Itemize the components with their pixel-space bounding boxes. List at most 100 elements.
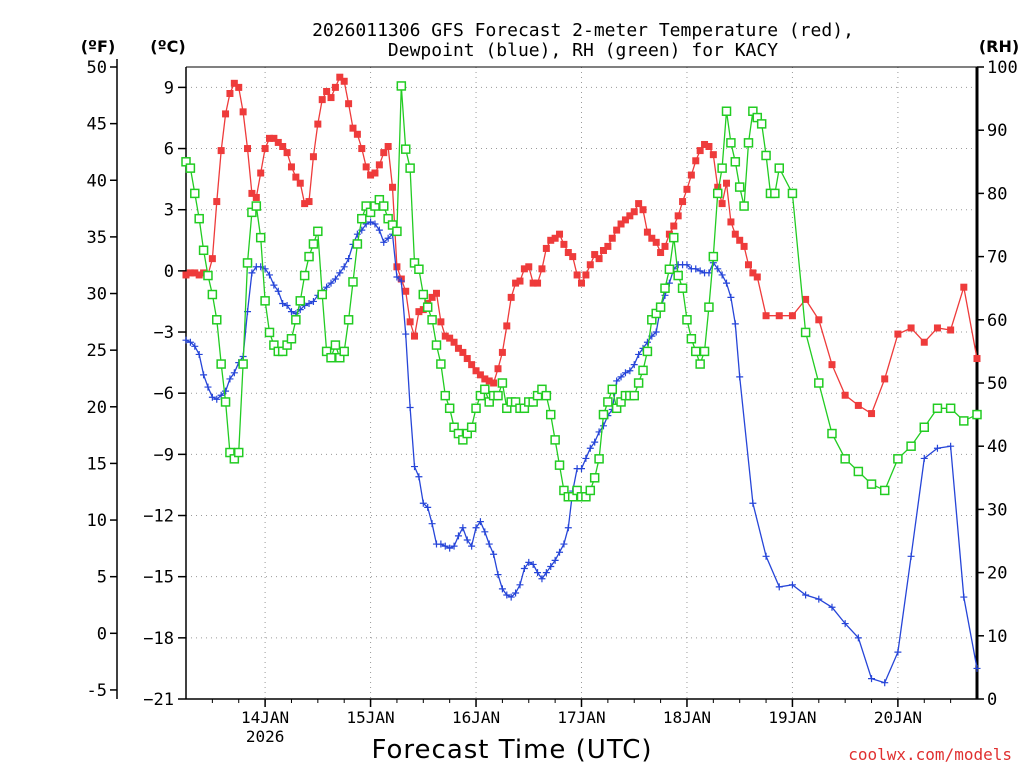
rh-point (699, 346, 710, 357)
rh-point (607, 384, 618, 395)
temperature-point (252, 193, 260, 201)
temperature-point (599, 246, 607, 254)
dewpoint-point (692, 265, 700, 273)
temperature-point (393, 263, 401, 271)
temperature-point (274, 138, 282, 146)
dewpoint-point (683, 261, 691, 269)
dewpoint-point (630, 361, 638, 369)
temperature-point (960, 283, 968, 291)
dewpoint-point (406, 403, 414, 411)
temperature-point (244, 145, 252, 153)
temperature-point (727, 218, 735, 226)
temperature-point (340, 77, 348, 85)
temperature-point (323, 87, 331, 95)
dewpoint-point (428, 520, 436, 528)
temperature-point (604, 242, 612, 250)
temperature-point (815, 316, 823, 324)
temperature-point (375, 161, 383, 169)
rh-point (717, 163, 727, 173)
temperature-point (643, 228, 651, 236)
dewpoint-point (230, 369, 238, 377)
dewpoint-point (529, 560, 537, 568)
temperature-point (314, 120, 322, 128)
rh-point (392, 226, 402, 237)
rh-point (774, 163, 784, 173)
temperature-point (635, 200, 643, 208)
temperature-point (744, 261, 752, 269)
dewpoint-point (309, 297, 317, 305)
rh-point (642, 346, 653, 357)
dewpoint-point (345, 255, 353, 263)
celsius-tick-label: −15 (143, 568, 174, 588)
temperature-point (257, 169, 265, 177)
date-tick-label: 14JAN (241, 708, 289, 727)
dewpoint-point (578, 465, 585, 473)
temperature-point (191, 269, 199, 277)
rh-tick-label: 40 (987, 437, 1007, 457)
date-tick-label: 19JAN (768, 708, 816, 727)
temperature-point (446, 334, 454, 342)
temperature-point (362, 163, 370, 171)
temperature-point (389, 183, 397, 191)
dewpoint-point (556, 548, 564, 556)
dewpoint-point (481, 528, 489, 536)
rh-point (853, 466, 864, 477)
rh-point (660, 283, 670, 293)
temperature-point (301, 200, 309, 208)
rh-point (440, 390, 451, 401)
dewpoint-point (933, 444, 941, 452)
temperature-point (309, 153, 317, 161)
dewpoint-point (560, 540, 568, 548)
temperature-point (230, 79, 238, 87)
rh-point (550, 435, 560, 445)
temperature-point (674, 212, 682, 220)
rh-point (959, 416, 969, 426)
temperature-point (441, 332, 449, 340)
rh-point (185, 163, 196, 173)
temperature-point (270, 134, 278, 142)
dewpoint-point (591, 438, 599, 446)
temperature-point (714, 183, 722, 191)
rh-point (972, 409, 982, 420)
rh-point (554, 460, 565, 470)
dewpoint-point (907, 552, 915, 560)
dewpoint-point (476, 518, 484, 526)
dewpoint-point (749, 499, 757, 507)
rh-point (308, 239, 319, 249)
rh-point (497, 378, 508, 388)
rh-point (682, 315, 692, 325)
temperature-point (380, 149, 388, 157)
fahrenheit-tick-label: 25 (87, 341, 107, 361)
dewpoint-point (248, 269, 256, 277)
rh-point (712, 188, 723, 199)
rh-point (761, 150, 771, 161)
rh-tick-label: 30 (987, 500, 1007, 520)
temperature-point (411, 332, 419, 340)
temperature-point (318, 96, 326, 104)
temperature-point (560, 240, 568, 248)
series (181, 73, 982, 687)
temperature-point (498, 348, 506, 356)
temperature-point (621, 216, 629, 224)
rh-point (945, 403, 956, 414)
dewpoint-point (463, 536, 471, 544)
dewpoint-point (727, 293, 735, 301)
temperature-point (305, 198, 313, 206)
dewpoint-point (450, 542, 458, 550)
temperature-point (749, 269, 757, 277)
rh-point (431, 340, 442, 350)
temperature-point (384, 143, 392, 151)
rh-point (352, 239, 363, 249)
rh-point (787, 188, 798, 199)
dewpoint-point (415, 473, 423, 481)
dewpoint-point (393, 273, 401, 281)
temperature-point (578, 279, 585, 287)
dewpoint-point (775, 583, 783, 591)
temperature-point (753, 273, 761, 281)
temperature-point (705, 143, 713, 151)
rh-tick-label: 10 (987, 627, 1007, 647)
temperature-point (239, 108, 247, 116)
rh-point (739, 201, 749, 211)
rh-point (414, 264, 424, 274)
